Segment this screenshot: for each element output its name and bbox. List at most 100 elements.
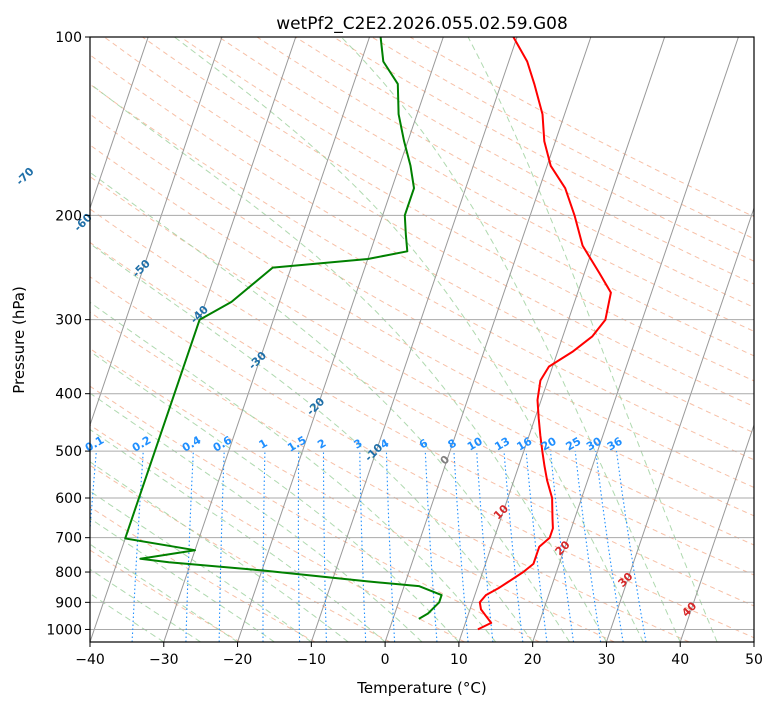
axes-layer: −40 −30 −20 −10 0 10 20 30 40 5010020030040050060…: [46, 30, 763, 668]
mixing-ratio-line: [476, 451, 494, 642]
isotherm-label: 20: [553, 538, 573, 558]
moist-adiabat: [90, 428, 386, 642]
dry-adiabat: [90, 549, 241, 642]
moist-adiabat: [90, 461, 349, 642]
y-tick-label: 400: [55, 387, 82, 403]
mixing-ratio-line: [453, 451, 469, 642]
dry-adiabat: [90, 144, 754, 517]
moist-adiabat: [340, 37, 681, 642]
isotherm-line: [458, 37, 666, 642]
moist-adiabat: [90, 350, 460, 642]
isotherm-line: [753, 640, 754, 642]
isotherm-label: 10: [491, 502, 511, 522]
dry-adiabat: [180, 37, 754, 357]
mixing-ratio-label: 3: [351, 437, 364, 452]
dry-adiabat: [90, 385, 540, 642]
x-axis-label: Temperature (°C): [356, 679, 486, 697]
isotherm-line: [0, 37, 1, 642]
isotherm-line: [90, 37, 149, 210]
isotherm-line: [384, 37, 592, 642]
isotherm-line: [310, 37, 518, 642]
isotherm-line: [237, 37, 444, 642]
y-tick-label: 800: [55, 565, 82, 581]
plot-frame: [89, 36, 755, 643]
dry-adiabat: [90, 113, 754, 488]
moist-adiabat: [90, 171, 571, 642]
x-tick-label: 50: [745, 652, 763, 668]
dry-adiabat: [90, 464, 391, 642]
mixing-ratio-line: [503, 451, 524, 642]
mixing-ratio-line: [131, 451, 144, 642]
x-tick-label: 10: [450, 652, 468, 668]
isotherm-line: [163, 37, 370, 642]
moist-adiabat: [467, 37, 718, 642]
mixing-ratio-label: 1: [257, 437, 270, 452]
y-tick-label: 1000: [46, 622, 82, 638]
y-tick-label: 300: [55, 313, 82, 329]
dry-adiabat: [142, 37, 754, 382]
dry-adiabat: [256, 37, 754, 308]
mixing-ratio-line: [615, 451, 647, 642]
dry-adiabat: [90, 241, 754, 607]
x-tick-label: 40: [671, 652, 689, 668]
dry-adiabat: [90, 83, 754, 461]
x-tick-label: −30: [149, 652, 179, 668]
moist-adiabat: [90, 517, 275, 642]
dry-adiabat: [90, 276, 754, 639]
isotherm-label: 0: [438, 453, 453, 468]
mixing-ratio-line: [218, 451, 225, 642]
mixing-ratio-line: [90, 451, 97, 536]
mixing-ratio-line: [549, 451, 575, 642]
isotherm-label: -40: [188, 303, 211, 326]
mixing-ratio-label: 8: [446, 437, 459, 452]
isotherm-label: -70: [13, 165, 36, 188]
x-tick-label: −40: [75, 652, 105, 668]
x-tick-label: −10: [297, 652, 327, 668]
isotherm-label: 30: [616, 570, 636, 590]
y-tick-label: 700: [55, 531, 82, 547]
moist-adiabat: [90, 301, 497, 642]
mixing-ratio-line: [574, 451, 602, 642]
series-layer: [124, 37, 612, 631]
dry-adiabat: [409, 37, 754, 218]
mixing-ratio-line: [525, 451, 548, 642]
moist-adiabat: [174, 37, 644, 642]
isotherm-line: [679, 423, 754, 642]
mixing-ratio-line: [595, 451, 624, 642]
y-tick-label: 200: [55, 208, 82, 224]
x-tick-label: 20: [524, 652, 542, 668]
dry-adiabat: [90, 311, 690, 642]
x-tick-label: −20: [223, 652, 253, 668]
dry-adiabat: [90, 506, 316, 642]
isotherm-label: -20: [304, 395, 327, 418]
isotherm-label: -30: [246, 349, 269, 372]
dry-adiabat: [90, 176, 754, 546]
dry-adiabat: [295, 37, 754, 285]
chart-title: wetPf2_C2E2.2026.055.02.59.G08: [276, 14, 568, 34]
moist-adiabat: [90, 83, 607, 642]
mixing-ratio-label: 2: [315, 437, 328, 452]
moist-adiabat: [90, 392, 423, 642]
isotherm-line: [90, 37, 223, 427]
moist-adiabat: [90, 243, 534, 642]
y-tick-label: 100: [55, 30, 82, 46]
y-tick-label: 600: [55, 491, 82, 507]
y-tick-label: 900: [55, 595, 82, 611]
dry-adiabat: [218, 37, 754, 332]
series-line: [477, 37, 612, 631]
isotherm-line: [532, 37, 739, 642]
x-tick-label: 30: [598, 652, 616, 668]
y-axis-label: Pressure (hPa): [10, 286, 28, 394]
background-lines-layer: [90, 37, 754, 642]
dry-adiabat: [90, 54, 754, 434]
dry-adiabat: [371, 37, 754, 240]
mixing-ratio-line: [322, 451, 327, 642]
series-line: [124, 37, 443, 620]
dry-adiabat: [90, 208, 754, 576]
x-tick-label: 0: [381, 652, 390, 668]
isotherm-label: -50: [130, 257, 153, 280]
isotherm-line: [605, 206, 754, 642]
y-tick-label: 500: [55, 444, 82, 460]
dry-adiabat: [90, 424, 465, 642]
